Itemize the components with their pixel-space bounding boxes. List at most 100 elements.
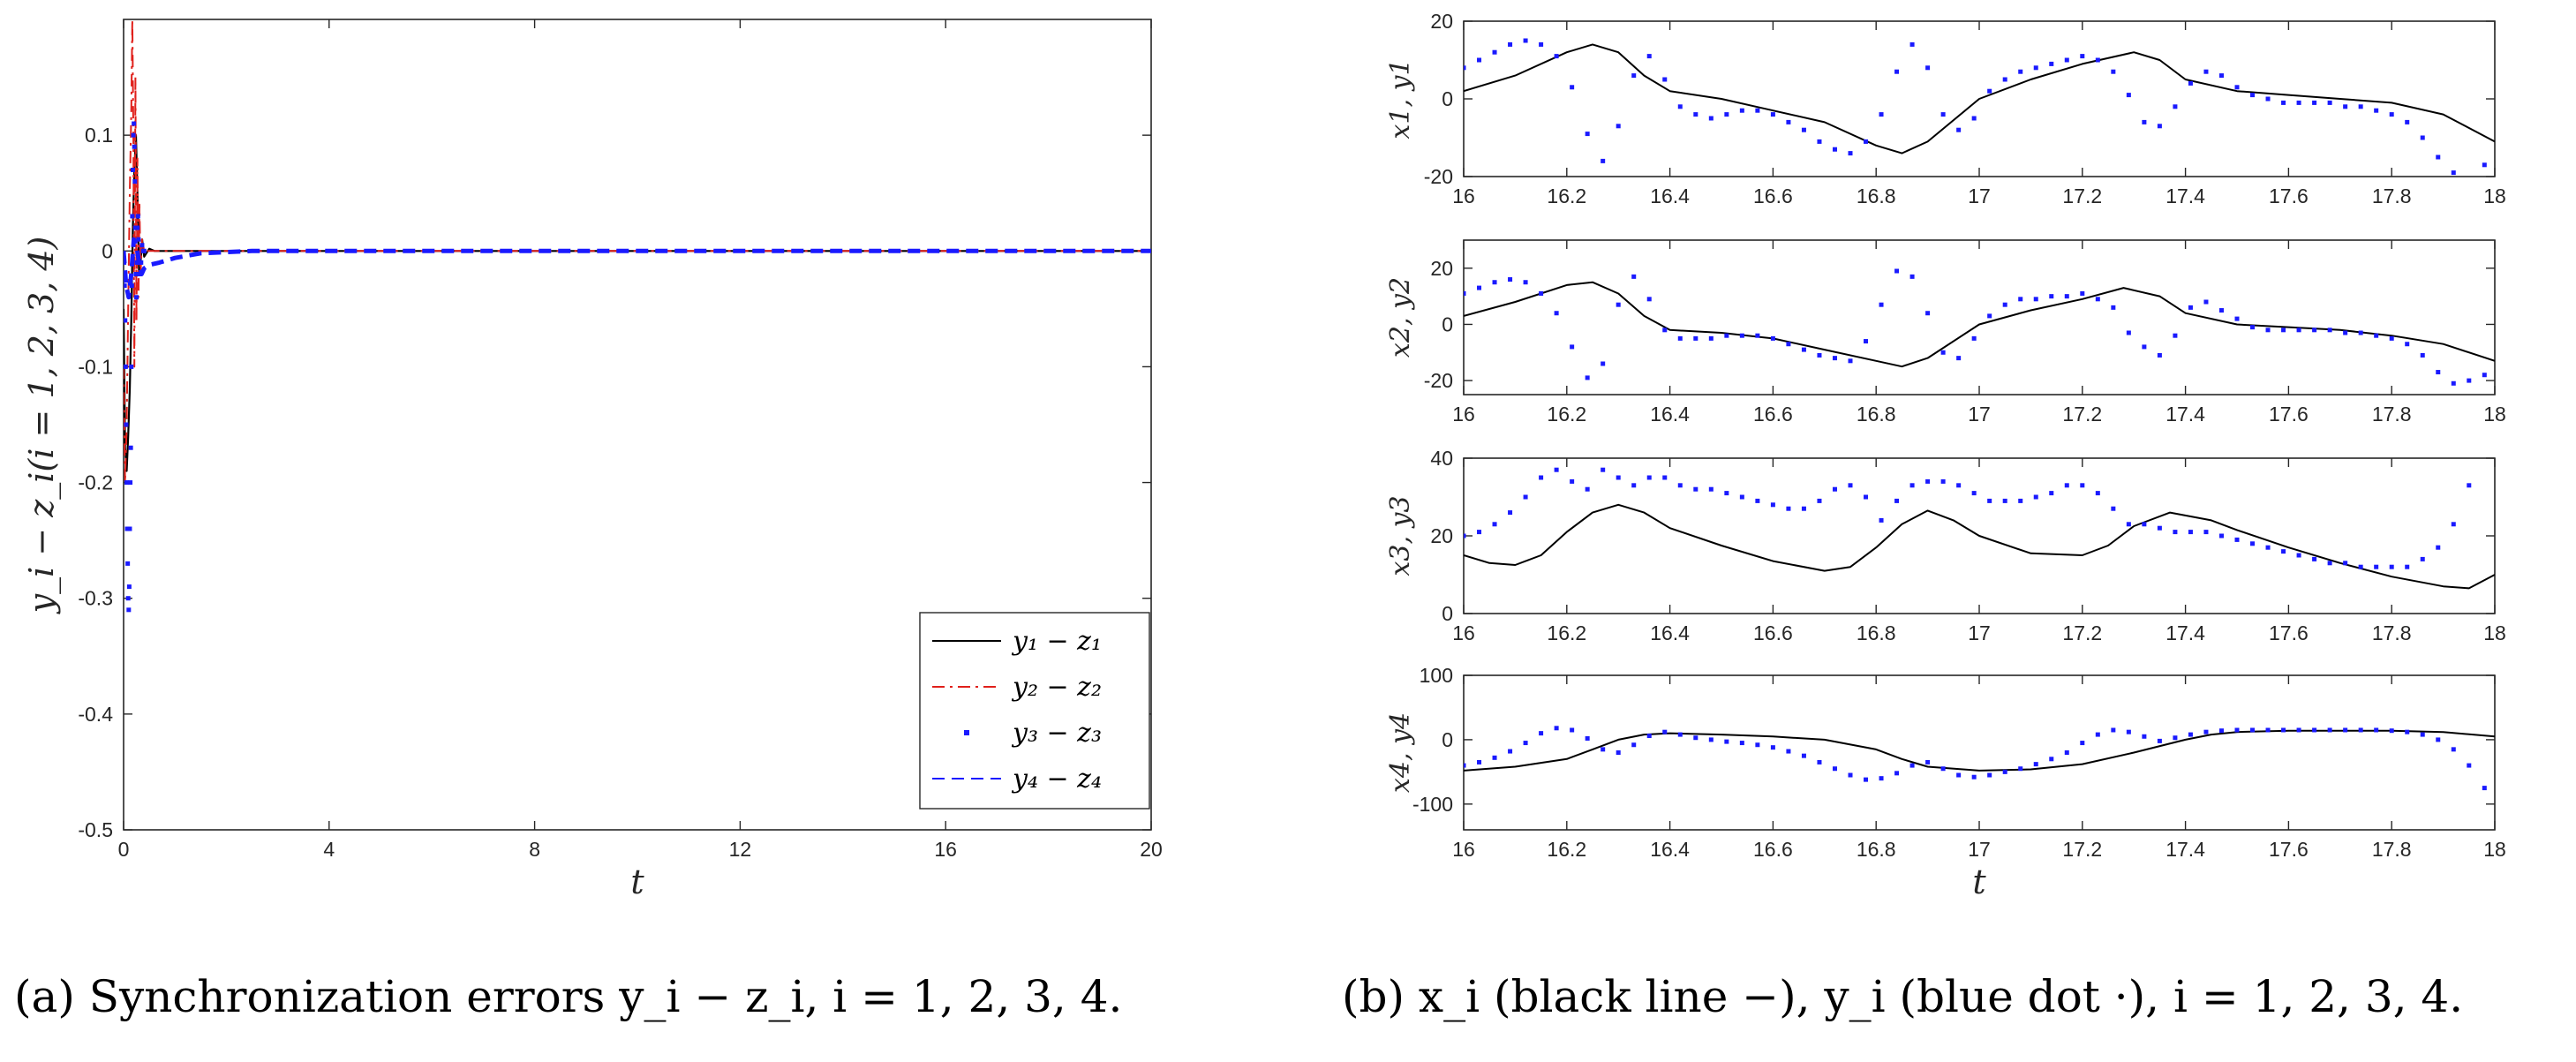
- x-tick-label: 17.8: [2372, 621, 2412, 644]
- data-point-y4: [2218, 728, 2224, 734]
- data-point-y3: [2126, 522, 2131, 527]
- data-point-y4: [1755, 742, 1760, 748]
- data-point-y3: [1601, 467, 1606, 472]
- data-point-y4: [1601, 747, 1606, 752]
- data-point-y3: [1848, 483, 1853, 488]
- y-tick-label: -20: [1424, 369, 1453, 392]
- x-tick-label: 12: [729, 838, 752, 861]
- data-point-y1: [2188, 80, 2193, 86]
- data-point-y2: [2095, 297, 2100, 302]
- data-point-y3: [2173, 530, 2178, 535]
- data-point-y2: [2405, 342, 2410, 347]
- data-point-y2: [2467, 378, 2472, 383]
- data-point-y4: [2049, 757, 2054, 762]
- data-point-y3: [2281, 549, 2286, 554]
- data-point-y4: [2467, 763, 2472, 768]
- series-group-b4: [1464, 726, 2495, 791]
- x-axis-label: t: [1972, 862, 1986, 901]
- data-point-y4: [2265, 727, 2271, 733]
- data-point-y3: [2405, 564, 2410, 569]
- chart-b4: 16 16.2 16.4 16.6 16.8 17 17.2 17.4 17.6 17.8 18 -1…: [1385, 664, 2506, 901]
- y-tick-label: -0.4: [78, 703, 113, 726]
- x-tick-label: 17.4: [2165, 403, 2205, 426]
- data-point-y2: [2296, 328, 2301, 333]
- data-point-y4: [2234, 727, 2240, 733]
- data-point-y1: [2218, 73, 2224, 79]
- x-tick-label: 16.8: [1857, 838, 1896, 861]
- data-point-y3: [1925, 478, 1931, 484]
- data-point-y4: [1817, 759, 1822, 764]
- data-point-y3: [2111, 506, 2116, 511]
- data-point-y4: [2033, 762, 2038, 767]
- data-point-y4: [2002, 769, 2007, 774]
- data-point-y2: [1956, 356, 1962, 361]
- data-point-y4: [1832, 766, 1837, 772]
- x-axis-label: t: [630, 862, 644, 901]
- data-point-y4: [1554, 726, 1559, 731]
- data-point-y1: [1508, 41, 1513, 47]
- data-point-y1: [2358, 104, 2363, 109]
- data-point-y4: [1477, 759, 1482, 764]
- data-point-y4: [1631, 742, 1637, 748]
- x-tick-label: 16.8: [1857, 185, 1896, 207]
- data-point-y4: [2250, 727, 2256, 733]
- y-tick-label: -100: [1412, 793, 1453, 816]
- data-point-y1: [2467, 178, 2471, 183]
- data-point-y4: [1616, 750, 1621, 755]
- data-point-y1: [1539, 41, 1544, 47]
- data-point-y3: [1987, 498, 1992, 503]
- data-point-y4: [1693, 735, 1699, 741]
- x-tick-label: 16: [1452, 403, 1475, 426]
- data-point-y1: [1477, 57, 1482, 63]
- data-point-y2: [1879, 302, 1884, 307]
- x-tick-label: 16.4: [1650, 621, 1690, 644]
- data-point-y2: [2173, 333, 2178, 338]
- x-tick-label: 17.2: [2062, 185, 2102, 207]
- y-tick-label: 20: [1430, 257, 1453, 280]
- data-point-y2: [2002, 302, 2007, 307]
- data-point-y1: [1693, 112, 1699, 117]
- data-point-y4: [1646, 734, 1652, 739]
- data-point-y3z3: [127, 526, 132, 531]
- x-tick-label: 16.2: [1547, 185, 1586, 207]
- data-point-y3z3: [128, 445, 133, 450]
- x-tick-label: 17.6: [2269, 185, 2309, 207]
- plot-frame-b2: [1463, 239, 2496, 395]
- data-point-y2: [1801, 347, 1806, 352]
- y-tick-label: -0.1: [78, 355, 113, 378]
- y-axis-label: x2, y2: [1385, 277, 1416, 358]
- y-tick-label: 100: [1420, 664, 1453, 687]
- caption-a: (a) Synchronization errors y_i − z_i, i …: [14, 971, 1123, 1022]
- series-line-y4z4: [124, 237, 1151, 300]
- data-point-y3: [1817, 498, 1822, 503]
- x-tick-label: 17.8: [2372, 185, 2412, 207]
- data-point-y2: [2374, 333, 2379, 338]
- data-point-y4: [2327, 727, 2332, 733]
- data-point-y2: [2203, 299, 2209, 305]
- data-point-y2: [2343, 330, 2348, 335]
- data-point-y3: [2327, 561, 2332, 566]
- data-point-y3: [1739, 494, 1744, 500]
- data-point-y3: [1646, 475, 1652, 480]
- data-point-y4: [1539, 731, 1544, 736]
- data-point-y1: [1801, 127, 1806, 132]
- data-point-y2: [1616, 302, 1621, 307]
- data-point-y1: [1817, 139, 1822, 144]
- data-point-y2: [1832, 356, 1837, 361]
- data-point-y1: [2080, 54, 2085, 59]
- data-point-y2: [1631, 274, 1637, 279]
- data-point-y3: [1539, 475, 1544, 480]
- legend-label: y₂ − z₂: [1011, 672, 1102, 703]
- y-tick-label: 20: [1430, 524, 1453, 547]
- data-point-y3: [2188, 530, 2193, 535]
- x-tick-label: 17.6: [2269, 621, 2309, 644]
- x-tick-label: 16.6: [1753, 185, 1793, 207]
- data-point-y1: [1879, 112, 1884, 117]
- data-point-y3: [2234, 537, 2240, 542]
- data-point-y4: [2343, 727, 2348, 733]
- data-point-y3: [1570, 478, 1575, 484]
- series-line-x4: [1464, 729, 2495, 772]
- data-point-y3z3: [124, 480, 129, 486]
- data-point-y3z3: [131, 132, 136, 138]
- data-point-y1: [1940, 112, 1946, 117]
